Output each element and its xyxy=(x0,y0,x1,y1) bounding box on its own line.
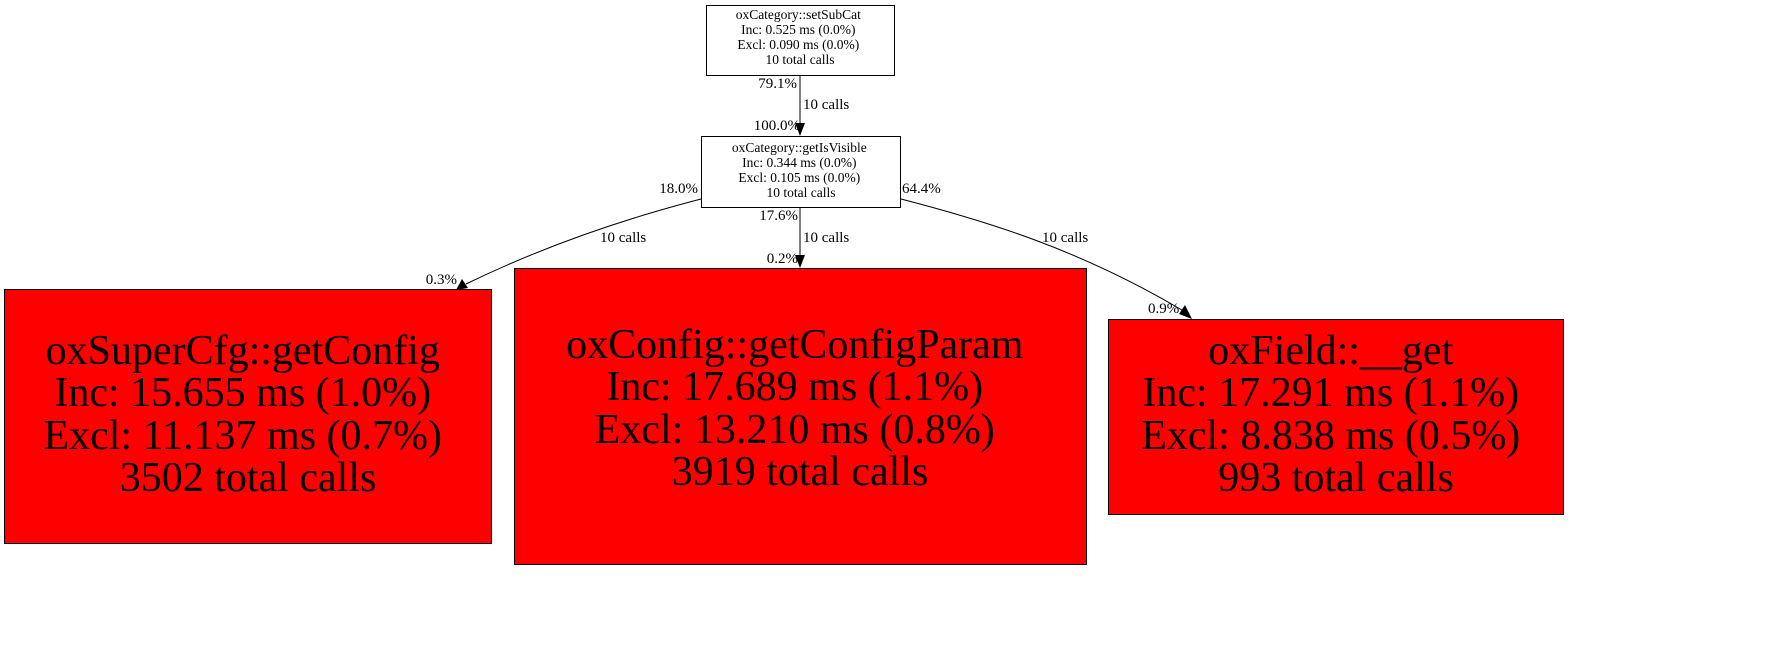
node-calls: 10 total calls xyxy=(766,52,835,67)
edge-label: 10 calls xyxy=(600,230,646,246)
node-name: oxCategory::setSubCat xyxy=(736,7,861,22)
node-setSubCat[interactable]: oxCategory::setSubCat Inc: 0.525 ms (0.0… xyxy=(706,5,895,76)
edge-tail-label: 79.1% xyxy=(758,76,797,92)
node-excl: Excl: 0.090 ms (0.0%) xyxy=(737,37,859,52)
node-text: oxCategory::getIsVisible Inc: 0.344 ms (… xyxy=(732,140,870,200)
node-name: oxSuperCfg::getConfig xyxy=(46,328,440,374)
node-name: oxCategory::getIsVisible xyxy=(732,140,867,155)
node-box xyxy=(4,289,492,544)
node-fieldGet[interactable]: oxField::__get Inc: 17.291 ms (1.1%) Exc… xyxy=(1108,319,1564,515)
node-inc: Inc: 0.344 ms (0.0%) xyxy=(742,155,856,170)
node-inc: Inc: 17.689 ms (1.1%) xyxy=(606,364,983,410)
edge-line xyxy=(465,198,702,285)
node-text: oxField::__get Inc: 17.291 ms (1.1%) Exc… xyxy=(1141,328,1531,501)
edge-getIsVisible-fieldGet: 64.4% 10 calls 0.9% xyxy=(900,181,1192,319)
edge-tail-label: 64.4% xyxy=(902,181,941,197)
node-box xyxy=(706,5,895,76)
edge-head-label: 0.9% xyxy=(1148,301,1179,317)
node-inc: Inc: 17.291 ms (1.1%) xyxy=(1142,370,1519,416)
node-getConfig[interactable]: oxSuperCfg::getConfig Inc: 15.655 ms (1.… xyxy=(4,289,492,544)
node-getConfigParam[interactable]: oxConfig::getConfigParam Inc: 17.689 ms … xyxy=(514,268,1087,565)
edge-tail-label: 17.6% xyxy=(759,208,798,224)
node-calls: 993 total calls xyxy=(1218,455,1454,501)
node-box xyxy=(701,136,901,208)
edge-getIsVisible-getConfig: 18.0% 10 calls 0.3% xyxy=(426,181,702,290)
node-text: oxConfig::getConfigParam Inc: 17.689 ms … xyxy=(566,322,1034,495)
node-calls: 3919 total calls xyxy=(672,449,929,495)
node-calls: 10 total calls xyxy=(767,185,836,200)
arrowhead xyxy=(456,279,468,290)
edge-head-label: 0.3% xyxy=(426,272,457,288)
node-name: oxConfig::getConfigParam xyxy=(566,322,1024,368)
edge-label: 10 calls xyxy=(803,230,849,246)
edge-getIsVisible-getConfigParam: 17.6% 10 calls 0.2% xyxy=(759,207,849,268)
node-text: oxCategory::setSubCat Inc: 0.525 ms (0.0… xyxy=(736,7,865,67)
arrowhead xyxy=(1179,305,1192,319)
node-text: oxSuperCfg::getConfig Inc: 15.655 ms (1.… xyxy=(43,328,452,501)
arrowhead xyxy=(795,255,805,268)
node-inc: Inc: 0.525 ms (0.0%) xyxy=(741,22,855,37)
node-excl: Excl: 13.210 ms (0.8%) xyxy=(595,407,995,453)
edge-line xyxy=(900,198,1183,311)
edge-setSubCat-getIsVisible: 79.1% 10 calls 100.0% xyxy=(754,75,849,136)
node-box xyxy=(514,268,1087,565)
node-getIsVisible[interactable]: oxCategory::getIsVisible Inc: 0.344 ms (… xyxy=(701,136,901,208)
node-excl: Excl: 0.105 ms (0.0%) xyxy=(738,170,860,185)
node-calls: 3502 total calls xyxy=(120,455,377,501)
arrowhead xyxy=(795,123,805,136)
node-inc: Inc: 15.655 ms (1.0%) xyxy=(54,370,431,416)
edge-label: 10 calls xyxy=(1042,230,1088,246)
node-name: oxField::__get xyxy=(1208,328,1453,374)
edge-label: 10 calls xyxy=(803,97,849,113)
edge-head-label: 0.2% xyxy=(767,251,798,267)
edge-head-label: 100.0% xyxy=(754,118,800,134)
edge-tail-label: 18.0% xyxy=(659,181,698,197)
node-excl: Excl: 11.137 ms (0.7%) xyxy=(43,413,442,459)
node-box xyxy=(1108,319,1564,515)
node-excl: Excl: 8.838 ms (0.5%) xyxy=(1141,413,1520,459)
